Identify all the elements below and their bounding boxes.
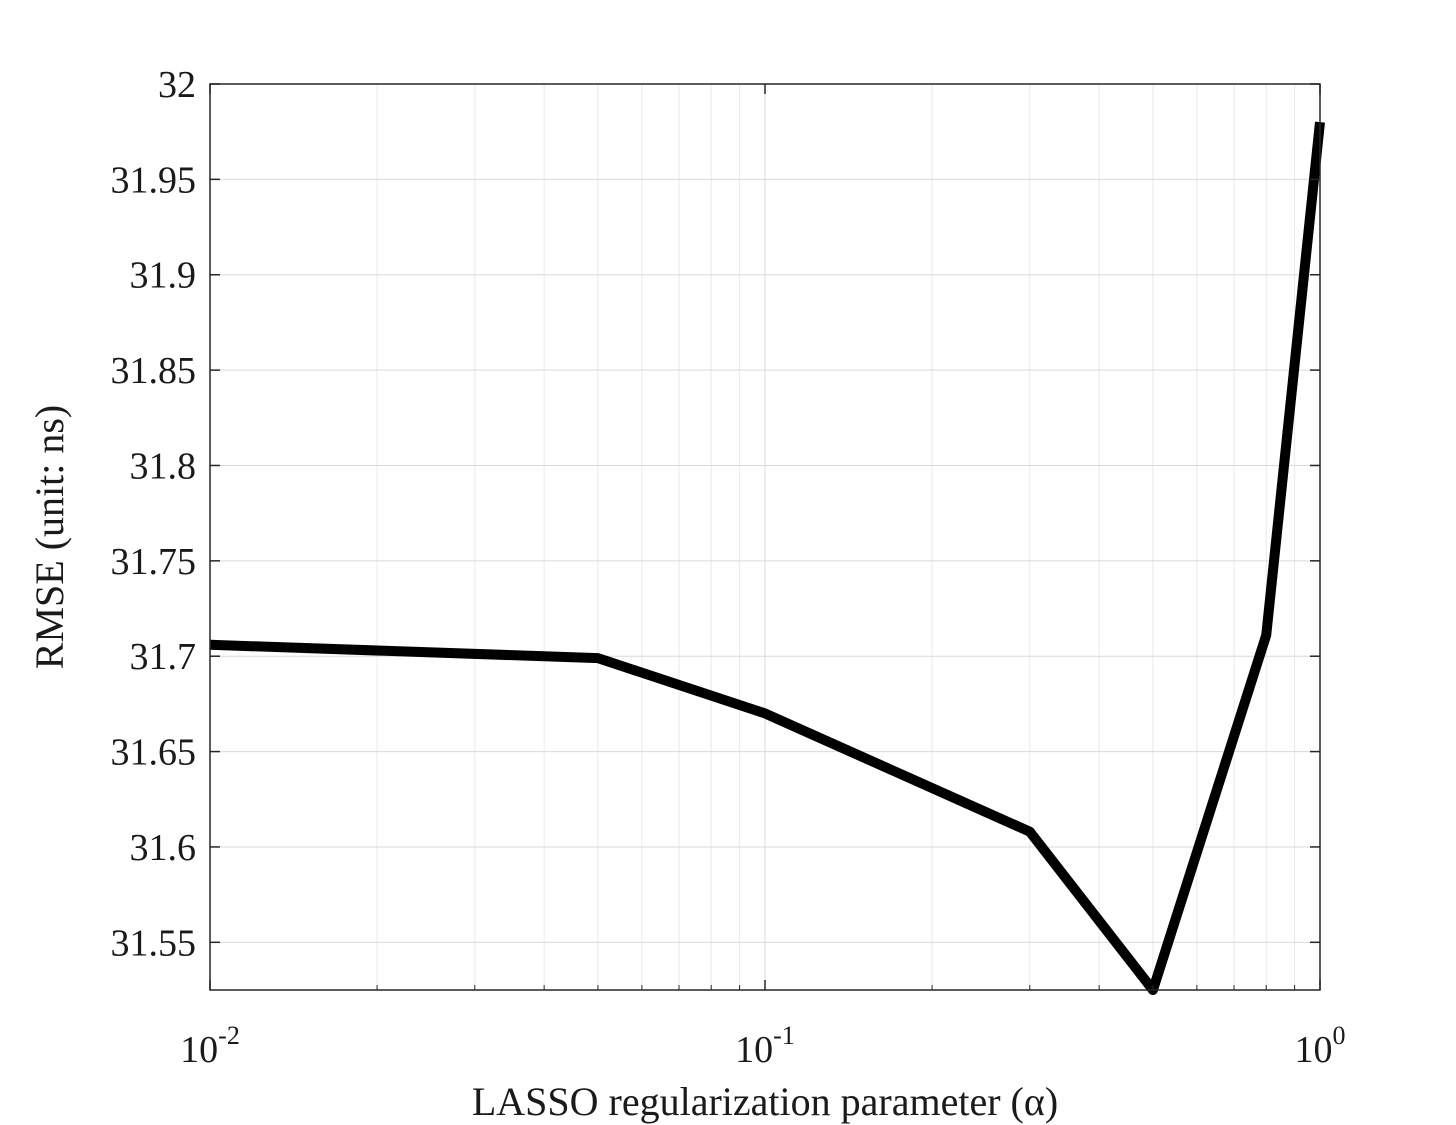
y-tick-label: 31.9 <box>130 255 197 297</box>
x-axis-label: LASSO regularization parameter (α) <box>472 1079 1058 1124</box>
y-axis-label: RMSE (unit: ns) <box>27 405 72 669</box>
y-tick-label: 31.75 <box>111 541 197 583</box>
y-tick-label: 31.6 <box>130 827 197 869</box>
y-tick-label: 31.85 <box>111 350 197 392</box>
x-axis-ticks: 10-2 10-1 100 <box>180 84 1346 1071</box>
y-tick-label: 31.8 <box>130 445 197 487</box>
y-tick-label: 31.95 <box>111 159 197 201</box>
x-tick-label: 10-2 <box>180 1021 240 1071</box>
y-tick-label: 31.55 <box>111 922 197 964</box>
y-tick-label: 31.65 <box>111 732 197 774</box>
x-tick-label: 10-1 <box>735 1021 795 1071</box>
y-axis-ticks: 31.55 31.6 31.65 31.7 31.75 31.8 31.85 31.9 31.9… <box>111 64 1320 964</box>
y-tick-label: 32 <box>158 64 196 106</box>
x-tick-label: 100 <box>1295 1021 1346 1071</box>
y-tick-label: 31.7 <box>130 636 197 678</box>
